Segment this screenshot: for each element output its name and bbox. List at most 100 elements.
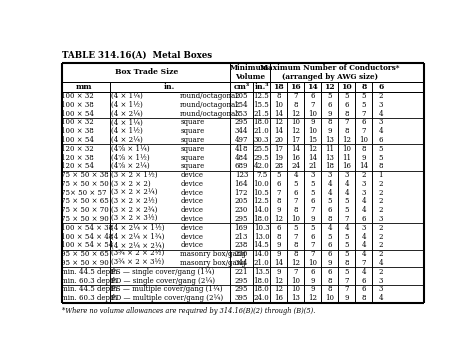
Text: 10: 10 xyxy=(325,294,334,302)
Text: 8: 8 xyxy=(362,145,366,153)
Text: 4: 4 xyxy=(328,189,332,197)
Text: 14: 14 xyxy=(308,154,317,162)
Text: 12: 12 xyxy=(291,127,300,135)
Text: 6: 6 xyxy=(328,101,332,109)
Text: 18: 18 xyxy=(325,162,334,170)
Text: 9: 9 xyxy=(310,118,315,126)
Text: in.: in. xyxy=(164,83,175,90)
Text: device: device xyxy=(180,206,203,214)
Text: 10: 10 xyxy=(291,215,300,223)
Text: 14: 14 xyxy=(291,145,300,153)
Text: 3: 3 xyxy=(379,285,383,293)
Text: 21: 21 xyxy=(308,162,317,170)
Text: 12: 12 xyxy=(274,276,283,285)
Text: masonry box/gang: masonry box/gang xyxy=(180,250,246,258)
Text: 9: 9 xyxy=(276,242,281,250)
Text: 10: 10 xyxy=(359,136,368,144)
Text: 18.0: 18.0 xyxy=(254,215,269,223)
Text: 6: 6 xyxy=(328,268,332,276)
Text: 21.0: 21.0 xyxy=(254,127,269,135)
Text: 9: 9 xyxy=(328,259,332,267)
Text: 75 × 50 × 70: 75 × 50 × 70 xyxy=(61,206,109,214)
Text: 12: 12 xyxy=(308,294,317,302)
Text: 100 × 32: 100 × 32 xyxy=(61,92,93,100)
Text: (3 × 2 × 2¼): (3 × 2 × 2¼) xyxy=(111,189,158,197)
Text: 5: 5 xyxy=(379,145,383,153)
Text: 100 × 54 × 54: 100 × 54 × 54 xyxy=(61,242,113,250)
Text: 16: 16 xyxy=(291,154,300,162)
Text: 5: 5 xyxy=(345,242,349,250)
Text: 19: 19 xyxy=(274,154,283,162)
Text: 14: 14 xyxy=(274,109,283,117)
Text: 6: 6 xyxy=(276,224,281,232)
Text: 5: 5 xyxy=(310,180,315,188)
Text: 24.0: 24.0 xyxy=(254,294,269,302)
Text: 8: 8 xyxy=(362,294,366,302)
Text: (4⅞ × 1½): (4⅞ × 1½) xyxy=(111,154,150,162)
Text: 12: 12 xyxy=(342,136,351,144)
Text: device: device xyxy=(180,233,203,241)
Text: 2: 2 xyxy=(379,242,383,250)
Text: 353: 353 xyxy=(235,109,248,117)
Text: 3: 3 xyxy=(379,276,383,285)
Text: device: device xyxy=(180,224,203,232)
Text: 497: 497 xyxy=(235,136,248,144)
Text: 6: 6 xyxy=(345,101,349,109)
Text: square: square xyxy=(180,127,204,135)
Text: 10.0: 10.0 xyxy=(254,180,269,188)
Text: 5: 5 xyxy=(310,224,315,232)
Text: 24: 24 xyxy=(291,162,300,170)
Text: cm³: cm³ xyxy=(233,83,249,90)
Text: 75 × 50 × 38: 75 × 50 × 38 xyxy=(61,171,109,179)
Text: (3 × 2 × 2¾): (3 × 2 × 2¾) xyxy=(111,206,157,214)
Text: 8: 8 xyxy=(328,276,332,285)
Text: 12: 12 xyxy=(308,145,317,153)
Text: 14.5: 14.5 xyxy=(254,242,269,250)
Text: 5: 5 xyxy=(345,92,349,100)
Text: 9: 9 xyxy=(310,215,315,223)
Text: 2: 2 xyxy=(379,92,383,100)
Text: 8: 8 xyxy=(328,285,332,293)
Text: 7: 7 xyxy=(362,109,366,117)
Text: (3 × 2 × 2): (3 × 2 × 2) xyxy=(111,180,151,188)
Text: 295: 295 xyxy=(235,285,248,293)
Text: 5: 5 xyxy=(379,154,383,162)
Text: (4 × 2¼ × 1¾): (4 × 2¼ × 1¾) xyxy=(111,233,164,241)
Text: 2: 2 xyxy=(379,197,383,205)
Text: 7: 7 xyxy=(276,189,281,197)
Text: 9: 9 xyxy=(345,294,349,302)
Text: 7: 7 xyxy=(293,233,298,241)
Text: 100 × 32: 100 × 32 xyxy=(61,118,93,126)
Text: 3: 3 xyxy=(328,171,332,179)
Text: square: square xyxy=(180,136,204,144)
Text: 14: 14 xyxy=(274,127,283,135)
Text: 12: 12 xyxy=(324,83,335,90)
Text: 10: 10 xyxy=(291,118,300,126)
Text: (3¾ × 2 × 3½): (3¾ × 2 × 3½) xyxy=(111,259,164,267)
Text: Minimum
Volume: Minimum Volume xyxy=(230,64,270,81)
Text: 238: 238 xyxy=(235,242,248,250)
Text: 25.5: 25.5 xyxy=(254,145,269,153)
Text: 8: 8 xyxy=(293,242,298,250)
Text: 213: 213 xyxy=(235,233,248,241)
Text: 4: 4 xyxy=(362,206,366,214)
Text: FS — multiple cover/gang (1¼): FS — multiple cover/gang (1¼) xyxy=(111,285,223,293)
Text: device: device xyxy=(180,171,203,179)
Text: 3: 3 xyxy=(362,224,366,232)
Text: 5: 5 xyxy=(293,224,298,232)
Text: 8: 8 xyxy=(345,109,349,117)
Text: 7: 7 xyxy=(293,197,298,205)
Text: 15: 15 xyxy=(308,136,317,144)
Text: 20: 20 xyxy=(274,136,283,144)
Text: 95 × 50 × 90: 95 × 50 × 90 xyxy=(61,259,109,267)
Text: 172: 172 xyxy=(235,189,248,197)
Text: 2: 2 xyxy=(379,268,383,276)
Text: 120 × 38: 120 × 38 xyxy=(61,154,93,162)
Text: 100 × 54 × 38: 100 × 54 × 38 xyxy=(61,224,113,232)
Text: 75 × 50 × 50: 75 × 50 × 50 xyxy=(61,180,109,188)
Text: 18: 18 xyxy=(273,83,284,90)
Text: 13.5: 13.5 xyxy=(254,268,269,276)
Text: 14.0: 14.0 xyxy=(254,206,269,214)
Text: 15.5: 15.5 xyxy=(254,101,269,109)
Text: FS — single cover/gang (1¼): FS — single cover/gang (1¼) xyxy=(111,268,215,276)
